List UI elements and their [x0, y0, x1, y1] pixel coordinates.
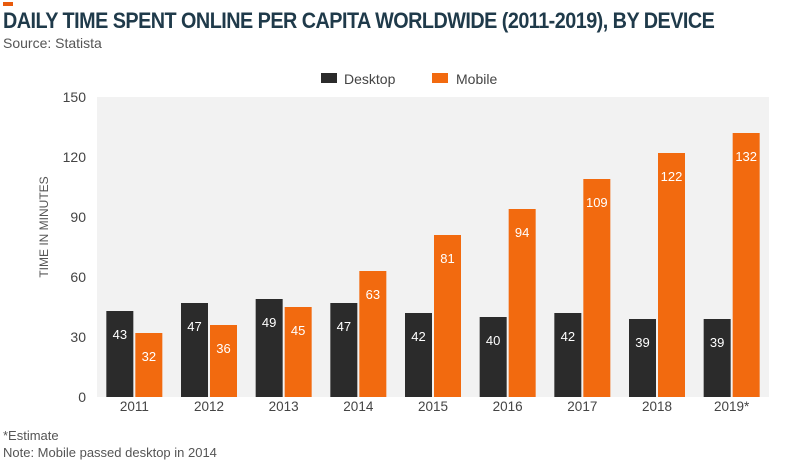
- mobile-value-label: 132: [735, 149, 757, 164]
- y-tick-label: 30: [70, 329, 86, 345]
- desktop-bar: [330, 303, 358, 397]
- desktop-value-label: 42: [561, 329, 575, 344]
- mobile-value-label: 81: [440, 251, 454, 266]
- desktop-value-label: 47: [187, 319, 201, 334]
- x-axis: 2011 2012 2013 2014 2015 2016 2017 2018 2019*: [120, 399, 750, 414]
- desktop-bar: [479, 317, 507, 397]
- desktop-value-label: 43: [113, 327, 127, 342]
- bar-group-2012: 47 36: [181, 303, 237, 397]
- desktop-bar: [106, 311, 134, 397]
- desktop-value-label: 39: [635, 335, 649, 350]
- bar-group-2018: 39 122: [629, 153, 685, 397]
- legend-item-mobile: Mobile: [432, 71, 497, 87]
- y-tick-label: 150: [63, 89, 87, 105]
- legend-swatch-desktop: [321, 73, 337, 83]
- x-tick-label: 2012: [194, 399, 224, 414]
- x-tick-label: 2015: [418, 399, 448, 414]
- mobile-bar: [359, 271, 387, 397]
- desktop-value-label: 40: [486, 333, 500, 348]
- mobile-value-label: 94: [515, 225, 529, 240]
- bar-group-2015: 42 81: [405, 235, 461, 397]
- x-tick-label: 2017: [567, 399, 597, 414]
- y-axis: 0 30 60 90 120 150: [63, 89, 87, 405]
- desktop-bar: [554, 313, 582, 397]
- desktop-value-label: 39: [710, 335, 724, 350]
- legend-item-desktop: Desktop: [321, 71, 396, 87]
- source-text: Source: Statista: [3, 35, 102, 51]
- x-tick-label: 2014: [343, 399, 374, 414]
- chart-title: DAILY TIME SPENT ONLINE PER CAPITA WORLD…: [3, 8, 715, 33]
- bar-group-2016: 40 94: [479, 209, 536, 397]
- desktop-bar: [703, 319, 731, 397]
- desktop-value-label: 47: [337, 319, 351, 334]
- mobile-value-label: 63: [366, 287, 380, 302]
- bar-group-2011: 43 32: [106, 311, 163, 397]
- legend-swatch-mobile: [432, 73, 448, 83]
- legend: Desktop Mobile: [321, 71, 497, 87]
- mobile-bar: [434, 235, 461, 397]
- x-tick-label: 2011: [120, 399, 149, 414]
- desktop-value-label: 42: [411, 329, 425, 344]
- x-tick-label: 2016: [493, 399, 523, 414]
- bar-group-2019: 39 132: [703, 133, 760, 397]
- mobile-bar: [508, 209, 536, 397]
- estimate-footnote: *Estimate: [3, 428, 59, 443]
- mobile-bar: [210, 325, 237, 397]
- legend-label-desktop: Desktop: [344, 71, 396, 87]
- x-tick-label: 2013: [269, 399, 299, 414]
- x-tick-label: 2018: [642, 399, 672, 414]
- bar-group-2013: 49 45: [255, 299, 312, 397]
- desktop-bar: [255, 299, 283, 397]
- mobile-value-label: 36: [216, 341, 230, 356]
- mobile-passed-note: Note: Mobile passed desktop in 2014: [3, 445, 217, 460]
- y-tick-label: 120: [63, 149, 87, 165]
- desktop-value-label: 49: [262, 315, 276, 330]
- mobile-value-label: 122: [661, 169, 683, 184]
- mobile-bar: [135, 333, 163, 397]
- mobile-value-label: 109: [586, 195, 608, 210]
- desktop-bar: [405, 313, 432, 397]
- x-tick-label: 2019*: [714, 399, 750, 414]
- mobile-bar: [658, 153, 685, 397]
- bars-group: 43 32 47 36 49 45 47 63 42 81 40 94 42 109 39 122 39 132: [106, 133, 760, 397]
- mobile-value-label: 45: [291, 323, 305, 338]
- plot-background: [97, 97, 769, 397]
- legend-label-mobile: Mobile: [456, 71, 497, 87]
- mobile-bar: [284, 307, 312, 397]
- y-tick-label: 0: [78, 389, 86, 405]
- mobile-bar: [583, 179, 611, 397]
- bar-group-2014: 47 63: [330, 271, 387, 397]
- mobile-value-label: 32: [142, 349, 156, 364]
- desktop-bar: [629, 319, 656, 397]
- y-tick-label: 90: [70, 209, 86, 225]
- y-tick-label: 60: [70, 269, 86, 285]
- y-axis-label: TIME IN MINUTES: [37, 176, 51, 277]
- bar-group-2017: 42 109: [554, 179, 611, 397]
- mobile-bar: [732, 133, 760, 397]
- desktop-bar: [181, 303, 208, 397]
- title-accent-mark: [3, 2, 13, 6]
